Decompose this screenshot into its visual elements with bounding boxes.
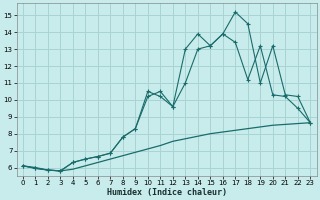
X-axis label: Humidex (Indice chaleur): Humidex (Indice chaleur) xyxy=(107,188,227,197)
